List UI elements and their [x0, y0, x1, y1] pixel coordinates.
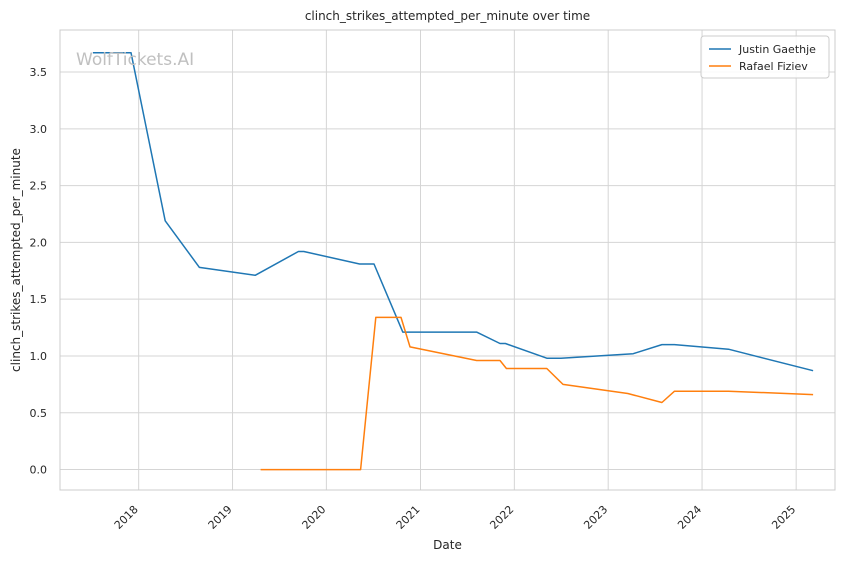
legend-label-1: Rafael Fiziev [739, 60, 808, 73]
y-tick-label: 2.5 [30, 180, 48, 193]
watermark-text: WolfTickets.AI [76, 50, 194, 70]
series-lines [92, 51, 814, 471]
y-axis-title: clinch_strikes_attempted_per_minute [9, 148, 23, 372]
plot-frame [59, 29, 836, 491]
y-tick-label: 2.0 [30, 236, 48, 249]
chart-title: clinch_strikes_attempted_per_minute over… [305, 9, 590, 23]
legend: Justin Gaethje Rafael Fiziev [700, 35, 830, 79]
y-tick-label: 1.5 [30, 293, 48, 306]
series-line-1 [260, 316, 814, 471]
y-tick-label: 1.0 [30, 350, 48, 363]
y-tick-label: 0.0 [30, 464, 48, 477]
y-tick-label: 3.0 [30, 123, 48, 136]
y-tick-label: 3.5 [30, 66, 48, 79]
y-tick-label: 0.5 [30, 407, 48, 420]
x-axis-title: Date [433, 538, 462, 552]
legend-label-0: Justin Gaethje [738, 43, 816, 56]
series-line-0 [92, 51, 814, 372]
legend-box [700, 35, 830, 79]
grid [60, 30, 835, 490]
